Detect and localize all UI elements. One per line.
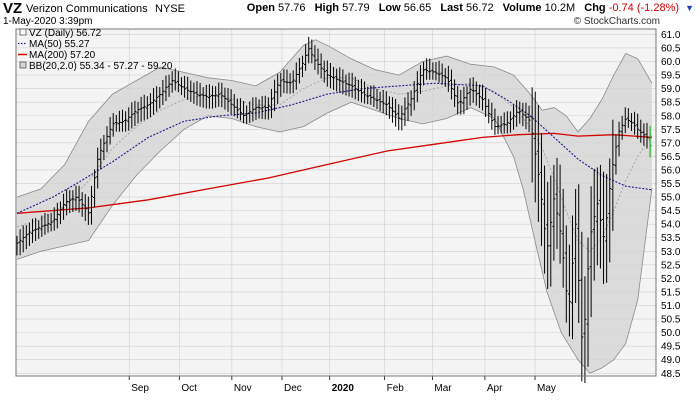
ma50-line — [16, 82, 653, 214]
legend-box-icon — [19, 28, 27, 36]
y-tick-label: 57.5 — [661, 125, 681, 136]
plot-frame — [15, 28, 657, 377]
y-tick-label: 54.0 — [661, 220, 681, 231]
low-value: 56.65 — [403, 2, 432, 14]
volume-label: Volume — [502, 2, 542, 14]
chart-header: VZ Verizon Communications NYSE 1-May-202… — [0, 0, 700, 30]
x-tick-label: 2020 — [332, 383, 355, 394]
y-tick-label: 55.0 — [661, 193, 681, 204]
y-tick-label: 56.5 — [661, 152, 681, 163]
bollinger-middle-line — [16, 77, 653, 252]
legend-entry: BB(20,2.0) 55.34 - 57.27 - 59.20 — [29, 61, 173, 72]
y-tick-label: 53.5 — [661, 233, 681, 244]
x-tick-label: Mar — [434, 383, 452, 394]
legend-entry: MA(50) 55.27 — [29, 39, 90, 50]
bollinger-band-area — [17, 39, 652, 374]
y-tick-label: 50.0 — [661, 328, 681, 339]
y-tick-label: 49.0 — [661, 355, 681, 366]
last-value: 56.72 — [466, 2, 494, 14]
x-tick-label: Feb — [387, 383, 405, 394]
ma200-line — [16, 132, 653, 214]
legend-entry: VZ (Daily) 56.72 — [29, 28, 102, 39]
x-tick-label: Nov — [234, 383, 252, 394]
bollinger-upper-line — [16, 39, 653, 198]
y-tick-label: 58.5 — [661, 98, 681, 109]
x-tick-label: May — [537, 383, 556, 394]
y-tick-label: 53.0 — [661, 247, 681, 258]
y-tick-label: 54.5 — [661, 206, 681, 217]
quote-datetime: 1-May-2020 3:39pm — [3, 16, 93, 27]
legend-box-icon — [19, 61, 27, 69]
dropdown-triangle-icon[interactable]: ▼ — [685, 3, 694, 13]
exchange-label: NYSE — [155, 3, 185, 15]
legend-entry: MA(200) 57.20 — [29, 50, 96, 61]
y-tick-label: 52.5 — [661, 260, 681, 271]
y-tick-label: 60.0 — [661, 57, 681, 68]
y-tick-label: 48.5 — [661, 369, 681, 380]
y-tick-label: 51.5 — [661, 287, 681, 298]
x-tick-label: Sep — [131, 383, 149, 394]
open-label: Open — [246, 2, 275, 14]
y-tick-label: 50.5 — [661, 315, 681, 326]
x-tick-label: Oct — [181, 383, 197, 394]
brand-credit: © StockCharts.com — [573, 16, 660, 27]
y-tick-label: 52.0 — [661, 274, 681, 285]
volume-value: 10.2M — [544, 2, 576, 14]
y-tick-label: 59.5 — [661, 71, 681, 82]
ticker-symbol: VZ — [3, 0, 23, 17]
y-tick-label: 55.5 — [661, 179, 681, 190]
high-value: 57.79 — [342, 2, 370, 14]
quote-summary: Open 57.76 High 57.79 Low 56.65 Last 56.… — [241, 2, 694, 14]
y-tick-label: 61.0 — [661, 30, 681, 41]
change-value: -0.74 (-1.28%) — [608, 2, 680, 14]
y-tick-label: 60.5 — [661, 43, 681, 54]
y-tick-label: 49.5 — [661, 342, 681, 353]
high-label: High — [314, 2, 340, 14]
company-name: Verizon Communications — [26, 3, 148, 15]
y-tick-label: 56.0 — [661, 165, 681, 176]
x-tick-label: Dec — [284, 383, 302, 394]
y-tick-label: 58.0 — [661, 111, 681, 122]
open-value: 57.76 — [277, 2, 306, 14]
y-tick-label: 57.0 — [661, 138, 681, 149]
change-label: Chg — [584, 2, 606, 14]
x-tick-label: Apr — [487, 383, 503, 394]
y-tick-label: 51.0 — [661, 301, 681, 312]
low-label: Low — [378, 2, 401, 14]
y-tick-label: 59.0 — [661, 84, 681, 95]
last-label: Last — [440, 2, 463, 14]
